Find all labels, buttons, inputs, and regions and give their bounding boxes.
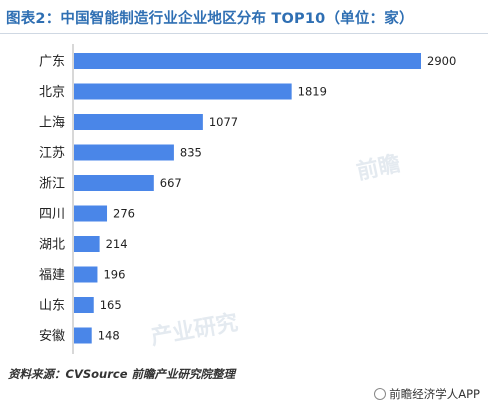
bar-chart: 广东 2900 北京 1819 上海 1077 江苏 835 浙江 667 四川 276 湖北 214 福建… bbox=[39, 44, 456, 354]
category-label: 上海 bbox=[39, 116, 65, 131]
value-label: 1819 bbox=[298, 85, 327, 99]
bar bbox=[74, 53, 421, 69]
category-label: 广东 bbox=[39, 55, 65, 70]
bar bbox=[74, 297, 94, 313]
category-label: 四川 bbox=[39, 207, 65, 222]
value-label: 276 bbox=[113, 207, 135, 221]
bar bbox=[74, 327, 92, 344]
value-label: 165 bbox=[100, 298, 122, 312]
bar bbox=[74, 83, 292, 100]
category-label: 福建 bbox=[39, 268, 65, 283]
value-label: 196 bbox=[103, 268, 125, 282]
bar bbox=[74, 175, 154, 191]
category-label: 浙江 bbox=[39, 177, 65, 192]
category-label: 江苏 bbox=[39, 145, 65, 161]
bar bbox=[74, 236, 100, 252]
bar bbox=[74, 114, 203, 130]
value-label: 148 bbox=[98, 329, 120, 343]
value-label: 2900 bbox=[427, 54, 456, 68]
bar bbox=[74, 266, 98, 283]
credit-line: 前瞻经济学人APP bbox=[374, 386, 480, 402]
category-label: 山东 bbox=[39, 299, 65, 314]
category-label: 安徽 bbox=[39, 329, 65, 344]
category-label: 湖北 bbox=[39, 238, 65, 253]
bar bbox=[74, 144, 174, 161]
chart-title: 图表2：中国智能制造行业企业地区分布 TOP10（单位：家） bbox=[6, 11, 414, 27]
value-label: 214 bbox=[106, 237, 128, 251]
brand-logo-icon bbox=[374, 388, 387, 400]
bar bbox=[74, 205, 108, 222]
credit-text: 前瞻经济学人APP bbox=[389, 387, 480, 401]
title-divider bbox=[0, 33, 488, 34]
value-label: 667 bbox=[160, 176, 182, 190]
category-label: 北京 bbox=[39, 85, 65, 100]
source-note: 资料来源：CVSource 前瞻产业研究院整理 bbox=[8, 367, 235, 381]
value-label: 835 bbox=[180, 146, 202, 160]
value-label: 1077 bbox=[209, 115, 238, 129]
